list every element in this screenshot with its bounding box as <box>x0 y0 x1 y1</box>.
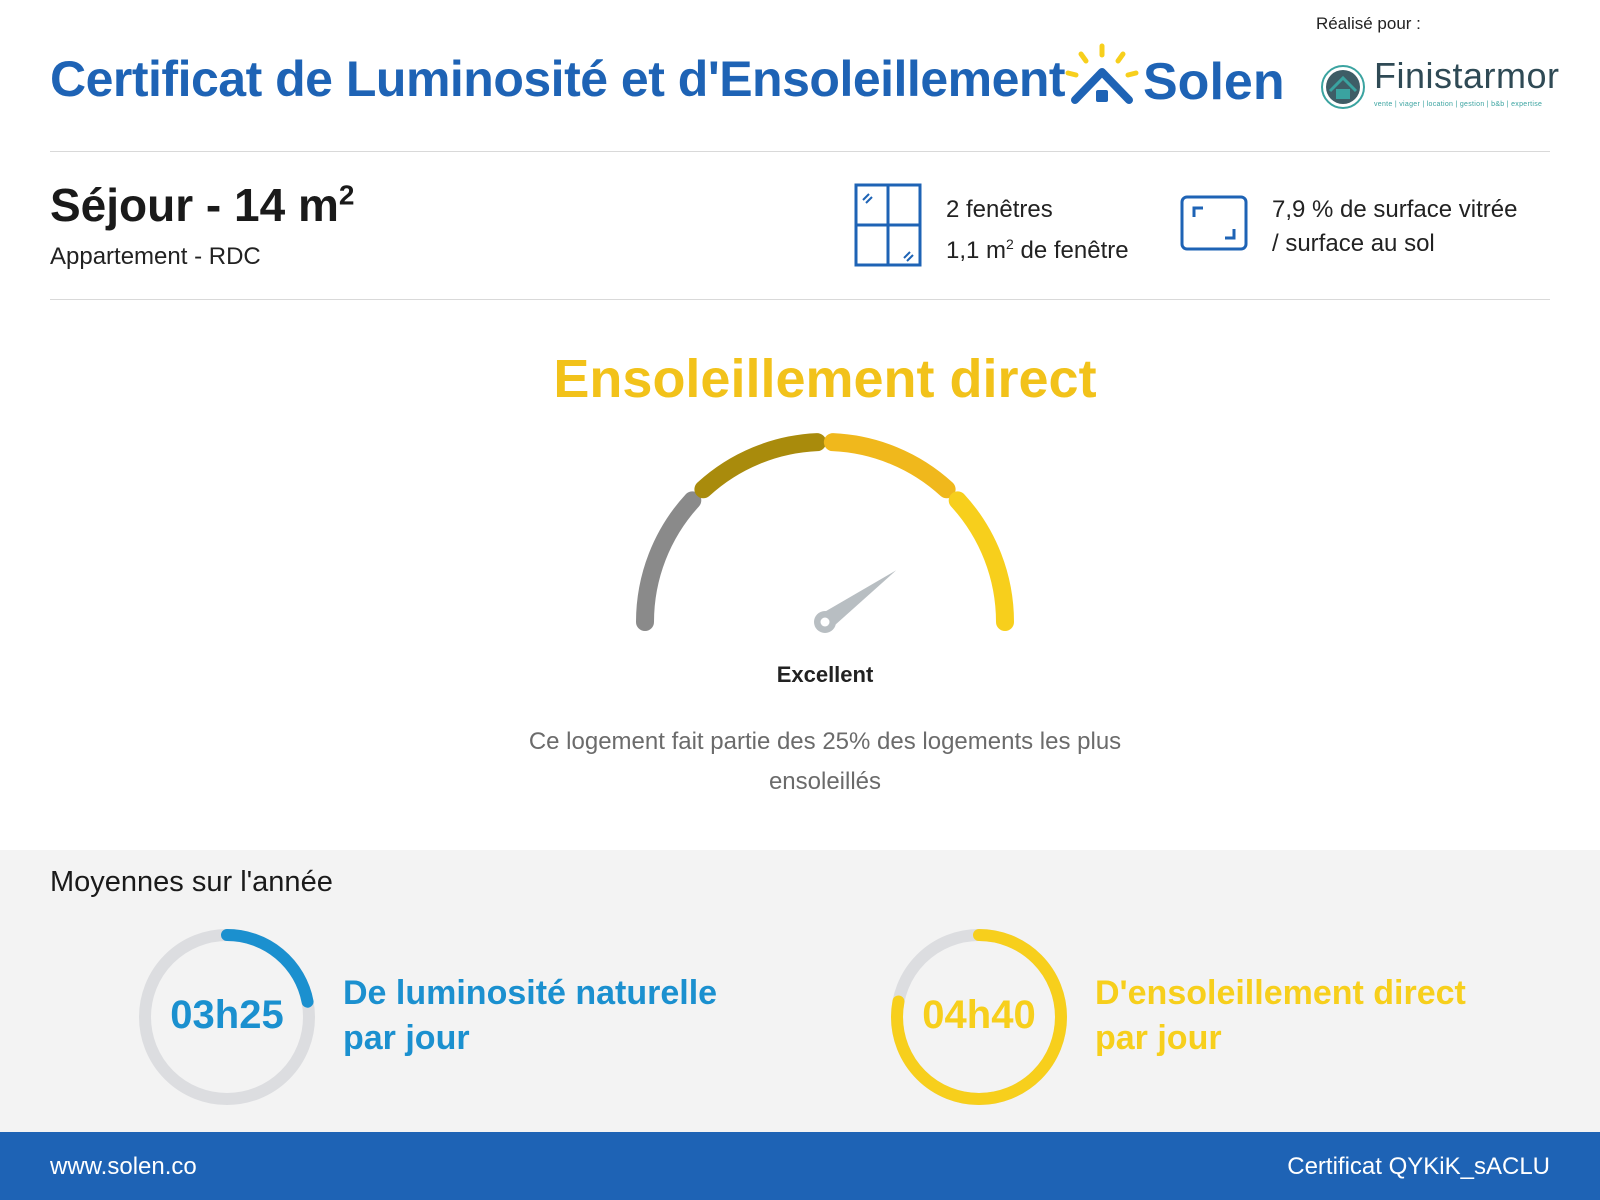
surface-ratio-suffix: / surface au sol <box>1272 230 1435 257</box>
certificate-id: Certificat QYKiK_sACLU <box>1287 1153 1550 1180</box>
partner-tagline: vente | viager | location | gestion | b&… <box>1374 101 1543 108</box>
gauge-segment <box>823 433 956 499</box>
sunshine-heading: Ensoleillement direct <box>553 349 1097 409</box>
gauge-segment <box>694 433 827 499</box>
surface-icon <box>1180 195 1248 251</box>
surface-ratio: 7,9 % de surface vitrée <box>1272 196 1518 223</box>
luminosity-value: 03h25 <box>170 993 284 1037</box>
room-title-sup: 2 <box>338 179 355 211</box>
divider <box>50 299 1550 300</box>
room-subtitle: Appartement - RDC <box>50 243 261 270</box>
realise-pour-label: Réalisé pour : <box>1316 14 1421 33</box>
gauge-needle <box>819 570 897 630</box>
finistarmor-logo-icon <box>1321 65 1365 109</box>
gauge-segment <box>948 491 1014 631</box>
luminosity-caption: De luminosité naturelle par jour <box>343 974 718 1057</box>
gauge-needle-center <box>820 617 830 627</box>
sunshine-gauge <box>636 433 1014 633</box>
room-title: Séjour - 14 m2 <box>50 178 354 232</box>
gauge-segment <box>636 491 702 631</box>
sunshine-ring <box>891 929 1067 1105</box>
partner-name: Finistarmor <box>1374 55 1560 96</box>
brand-name: Solen <box>1143 53 1285 111</box>
ring-progress <box>139 929 315 1105</box>
windows-area: 1,1 m2 de fenêtre <box>946 236 1129 264</box>
surface-info: 7,9 % de surface vitrée / surface au sol <box>1272 193 1517 261</box>
page-title: Certificat de Luminosité et d'Ensoleille… <box>50 51 1066 107</box>
windows-info: 2 fenêtres 1,1 m2 de fenêtre <box>946 193 1129 268</box>
website-link[interactable]: www.solen.co <box>50 1153 197 1180</box>
gauge-rating: Excellent <box>776 662 874 687</box>
divider <box>50 151 1550 152</box>
sunshine-value: 04h40 <box>922 993 1036 1037</box>
windows-count: 2 fenêtres <box>946 196 1053 223</box>
ring-progress <box>891 929 1067 1105</box>
window-icon <box>854 183 922 267</box>
footer-bar <box>0 1132 1600 1200</box>
sunshine-caption: D'ensoleillement direct par jour <box>1095 974 1466 1057</box>
averages-title: Moyennes sur l'année <box>50 866 333 898</box>
luminosity-ring <box>139 929 315 1105</box>
gauge-description: Ce logement fait partie des 25% des loge… <box>528 728 1122 795</box>
room-title-text: Séjour - 14 m <box>50 179 339 231</box>
solen-logo-icon <box>1065 43 1139 104</box>
